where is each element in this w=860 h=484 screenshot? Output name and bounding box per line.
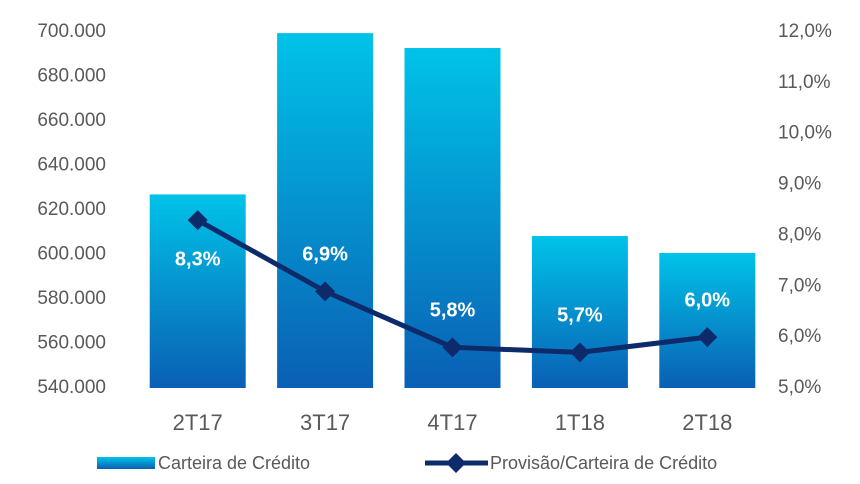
data-label: 5,7% [557, 305, 603, 327]
y-tick-label: 640.000 [37, 155, 106, 176]
bar [531, 236, 628, 388]
y-tick-label: 680.000 [37, 66, 106, 87]
data-label: 6,9% [302, 244, 348, 266]
y-tick-label: 560.000 [37, 333, 106, 354]
x-tick-label: 1T18 [555, 410, 605, 435]
marker [315, 281, 336, 302]
legend-marker [446, 453, 466, 473]
y2-tick-label: 9,0% [778, 174, 821, 195]
y-tick-label: 620.000 [37, 199, 106, 220]
y-tick-label: 700.000 [37, 21, 106, 42]
y-tick-label: 580.000 [37, 288, 106, 309]
y2-tick-label: 12,0% [778, 21, 832, 42]
y2-tick-label: 10,0% [778, 123, 832, 144]
marker [442, 337, 463, 358]
x-tick-label: 3T17 [300, 410, 350, 435]
y-tick-label: 600.000 [37, 244, 106, 265]
y2-tick-label: 8,0% [778, 224, 821, 245]
x-tick-label: 4T17 [427, 410, 477, 435]
y2-tick-label: 11,0% [778, 72, 831, 93]
x-tick-label: 2T18 [682, 410, 732, 435]
bar [659, 252, 756, 388]
y-tick-label: 540.000 [37, 377, 106, 398]
y-tick-label: 660.000 [37, 110, 106, 131]
marker [187, 210, 208, 231]
y2-tick-label: 5,0% [778, 377, 821, 398]
data-label: 6,0% [685, 289, 731, 311]
legend-swatch [97, 457, 155, 469]
x-tick-label: 2T17 [173, 410, 223, 435]
marker [697, 327, 718, 348]
marker [569, 342, 590, 363]
y2-tick-label: 7,0% [778, 275, 821, 296]
y2-tick-label: 6,0% [778, 326, 821, 347]
bar [404, 48, 501, 389]
legend-label: Carteira de Crédito [158, 453, 310, 473]
legend-label: Provisão/Carteira de Crédito [490, 453, 717, 473]
bar [277, 33, 374, 389]
data-label: 5,8% [430, 300, 476, 322]
data-label: 8,3% [175, 248, 221, 270]
